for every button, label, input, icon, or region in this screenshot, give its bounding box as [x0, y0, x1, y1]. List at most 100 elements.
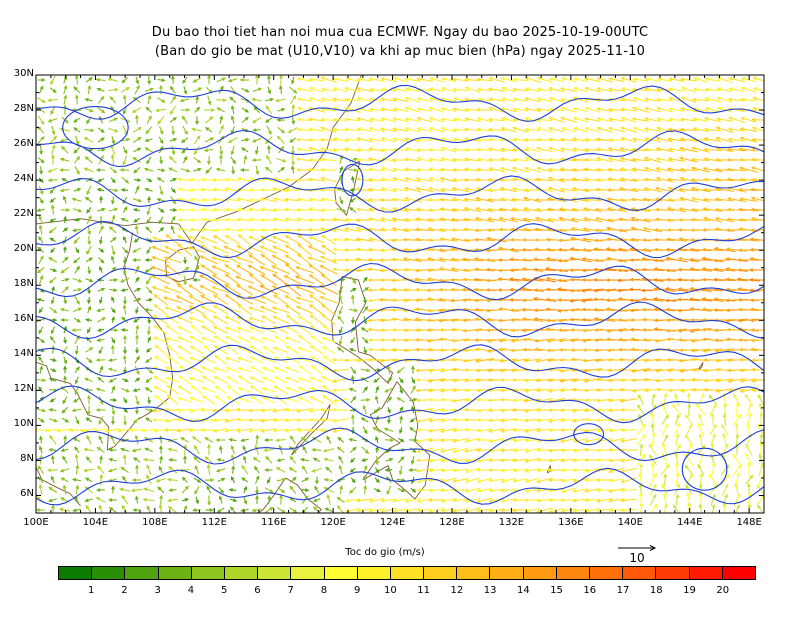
wind-arrow [606, 197, 627, 202]
wind-arrow [691, 146, 710, 153]
wind-arrow [476, 97, 493, 102]
wind-arrow [47, 117, 58, 123]
wind-arrow [151, 245, 170, 254]
wind-arrow [193, 134, 201, 145]
wind-arrow [47, 178, 58, 183]
wind-arrow [558, 216, 579, 223]
wind-arrow [643, 117, 662, 123]
wind-arrow [96, 87, 105, 92]
wind-arrow [135, 76, 140, 85]
wind-arrow [37, 78, 46, 82]
wind-arrow [332, 147, 349, 152]
wind-arrow [498, 207, 519, 212]
wind-arrow [367, 187, 386, 192]
wind-arrow [440, 137, 457, 143]
wind-arrow [451, 186, 470, 193]
wind-arrow [619, 107, 637, 112]
wind-arrow [727, 77, 746, 83]
wind-arrow [570, 227, 591, 233]
wind-arrow [488, 97, 505, 102]
wind-arrow [74, 155, 81, 164]
wind-arrow [132, 126, 143, 133]
wind-arrow [392, 207, 409, 213]
wind-arrow [692, 117, 709, 122]
wind-arrow [73, 256, 81, 264]
wind-arrow [146, 275, 152, 285]
wind-arrow [631, 117, 650, 122]
colorbar-swatch [92, 567, 126, 579]
lat-tick-label: 10N [13, 418, 34, 430]
coastline [362, 381, 431, 500]
wind-arrow [291, 116, 296, 125]
wind-arrow [109, 278, 119, 282]
wind-arrow [241, 116, 249, 123]
wind-arrow [296, 117, 313, 122]
wind-arrow [522, 196, 543, 203]
wind-arrow [224, 207, 240, 212]
wind-arrow [727, 97, 746, 102]
wind-arrow [296, 147, 313, 152]
wind-arrow [689, 267, 712, 272]
wind-arrow [248, 254, 266, 266]
wind-arrow [476, 157, 493, 162]
wind-arrow [207, 95, 212, 106]
wind-arrow [308, 197, 325, 202]
wind-arrow [200, 177, 217, 182]
colorbar-swatch [191, 567, 225, 579]
wind-arrow [440, 77, 457, 82]
wind-arrow [218, 154, 223, 165]
colorbar-label: 3 [154, 585, 161, 596]
chart-title-line1: Du bao thoi tiet han noi mua cua ECMWF. … [151, 25, 649, 40]
colorbar-label: 19 [683, 585, 696, 596]
wind-arrow [216, 107, 225, 113]
wind-arrow [679, 107, 698, 113]
wind-arrow [523, 107, 542, 112]
wind-arrow [158, 207, 165, 213]
wind-arrow [216, 77, 227, 83]
wind-arrow [368, 117, 385, 122]
wind-arrow [50, 204, 55, 215]
wind-arrow [213, 228, 228, 232]
wind-arrow [356, 96, 373, 103]
wind-arrow [511, 87, 529, 92]
wind-arrow [653, 247, 676, 252]
wind-arrow [631, 167, 650, 172]
lon-tick-label: 124E [379, 517, 406, 528]
wind-arrow [307, 227, 325, 232]
wind-arrow [677, 267, 700, 272]
colorbar-title: Toc do gio (m/s) [345, 547, 425, 558]
wind-arrow [259, 266, 278, 274]
wind-arrow [727, 137, 746, 142]
lon-tick-label: 120E [320, 517, 346, 528]
wind-arrow [582, 207, 602, 213]
coastline [291, 404, 331, 456]
wind-arrow [702, 216, 723, 223]
wind-arrow [169, 208, 178, 212]
wind-arrow [416, 97, 433, 103]
wind-arrow [532, 267, 556, 272]
wind-arrow [132, 208, 141, 212]
wind-arrow [145, 226, 152, 234]
wind-arrow [548, 116, 565, 123]
wind-arrow [533, 227, 555, 232]
wind-arrow [110, 153, 115, 165]
wind-arrow [182, 125, 188, 136]
wind-arrow [49, 87, 57, 93]
wind-arrow [619, 167, 638, 172]
wind-arrow [593, 247, 616, 252]
wind-arrow [415, 77, 433, 82]
wind-arrow [170, 75, 175, 84]
wind-arrow [38, 215, 44, 225]
wind-arrow [522, 217, 543, 222]
wind-arrow [725, 228, 748, 233]
wind-arrow [47, 98, 58, 103]
wind-arrow [86, 214, 92, 225]
wind-arrow [199, 236, 217, 244]
wind-arrow [110, 177, 116, 184]
coastline [36, 390, 81, 507]
wind-arrow [147, 94, 152, 105]
wind-arrow [132, 258, 141, 262]
wind-arrow [355, 237, 374, 242]
wind-arrow [416, 167, 433, 172]
wind-arrow [606, 188, 627, 192]
